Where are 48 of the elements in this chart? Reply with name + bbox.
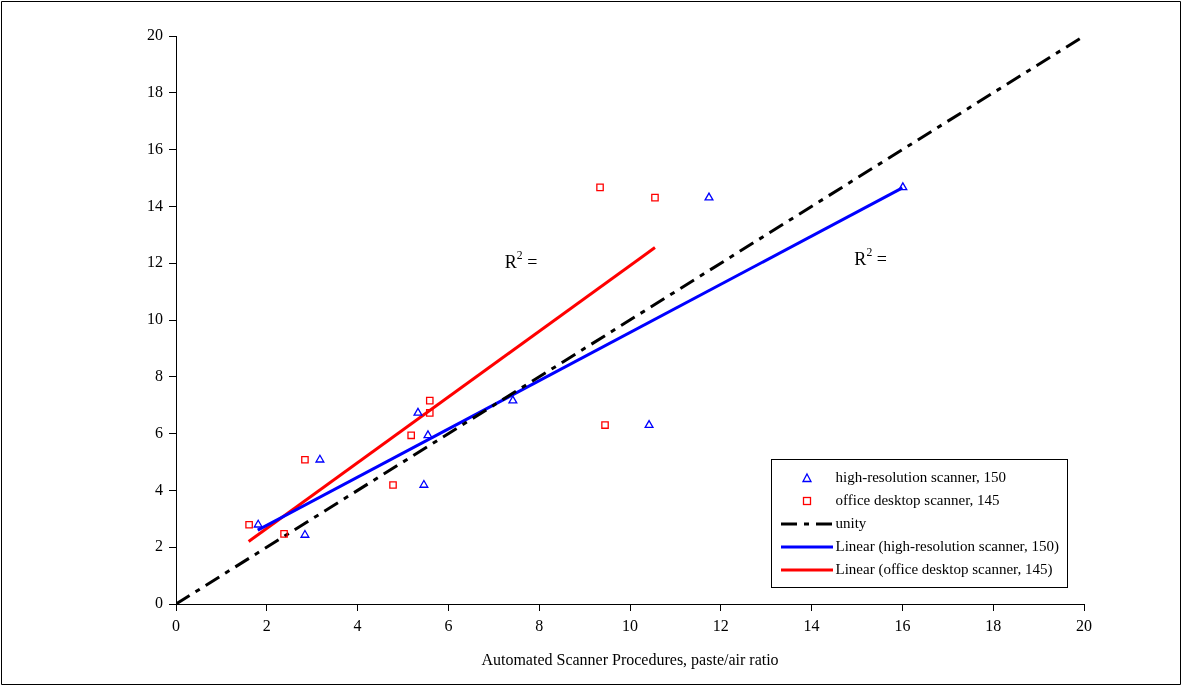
- x-tick-label: 20: [1076, 616, 1092, 634]
- x-tick-label: 12: [712, 616, 729, 634]
- point: [651, 193, 659, 202]
- point: [407, 431, 415, 440]
- x-tick-label: 8: [535, 616, 544, 634]
- x-axis-title: Automated Scanner Procedures, paste/air ratio: [481, 650, 779, 669]
- x-tick-label: 18: [985, 616, 1002, 634]
- point: [301, 455, 309, 464]
- y-tick-label: 12: [147, 253, 163, 271]
- legend-label: high-resolution scanner, 150: [835, 469, 1007, 486]
- x-tick-label: 6: [444, 616, 453, 634]
- y-tick-label: 10: [147, 310, 163, 328]
- point: [423, 430, 433, 439]
- x-tick-label: 0: [172, 616, 180, 634]
- y-tick-label: 0: [155, 594, 163, 612]
- x-tick-label: 10: [622, 616, 638, 634]
- point: [601, 421, 609, 429]
- y-tick-label: 2: [155, 537, 163, 555]
- point: [280, 530, 288, 538]
- point: [898, 182, 908, 191]
- point: [413, 407, 423, 416]
- y-tick-label: 8: [155, 367, 163, 384]
- point: [596, 183, 604, 192]
- point: [253, 519, 263, 528]
- point: [300, 529, 310, 538]
- point: [315, 454, 325, 463]
- legend-label: Linear (high-resolution scanner, 150): [835, 538, 1059, 555]
- y-tick-label: 18: [147, 83, 163, 100]
- y-tick-label: 4: [155, 480, 163, 498]
- y-tick-label: 6: [155, 423, 163, 441]
- point: [389, 481, 397, 489]
- x-tick-label: 14: [803, 616, 820, 634]
- x-tick-label: 16: [894, 616, 911, 634]
- x-tick-label: 2: [262, 616, 271, 634]
- point: [419, 479, 429, 488]
- point: [644, 419, 654, 428]
- point: [508, 395, 518, 404]
- y-tick-label: 14: [147, 196, 163, 214]
- point: [425, 396, 434, 405]
- legend-label: unity: [835, 515, 867, 532]
- point: [704, 192, 714, 201]
- legend-label: office desktop scanner, 145: [835, 492, 1000, 509]
- x-tick-label: 4: [353, 616, 362, 634]
- point: [425, 409, 434, 417]
- y-tick-label: 20: [147, 26, 163, 44]
- legend-label: Linear (office desktop scanner, 145): [835, 561, 1053, 578]
- y-tick-label: 16: [147, 139, 163, 157]
- point: [245, 520, 253, 529]
